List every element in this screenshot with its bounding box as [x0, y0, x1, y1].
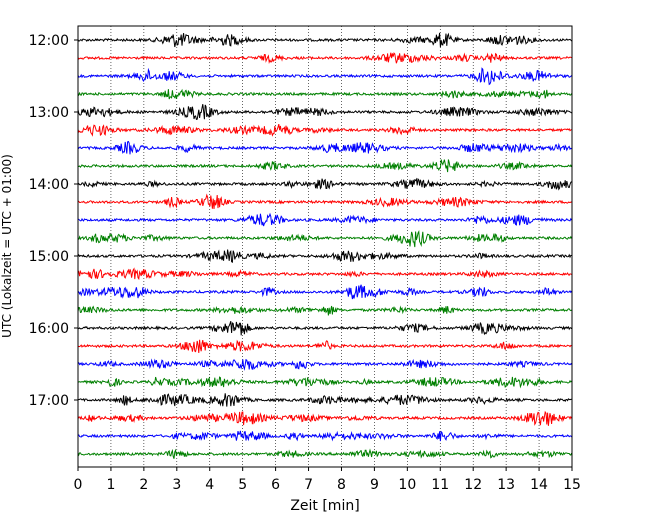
y-tick-label: 17:00	[29, 393, 69, 409]
y-axis-label: UTC (Lokalzeit = UTC + 01:00)	[0, 154, 14, 338]
seismic-trace	[77, 52, 572, 64]
seismic-trace	[77, 177, 572, 191]
seismic-trace	[77, 305, 572, 316]
x-tick-label: 1	[106, 477, 115, 493]
seismic-trace	[77, 159, 573, 173]
x-tick-label: 6	[271, 477, 280, 493]
seismic-trace	[77, 267, 572, 281]
x-tick-label: 9	[370, 477, 379, 493]
x-tick-label: 7	[304, 477, 313, 493]
seismic-traces	[77, 32, 573, 459]
x-tick-label: 15	[563, 477, 581, 493]
x-tick-label: 2	[139, 477, 148, 493]
x-tick-label: 11	[431, 477, 449, 493]
y-tick-label: 15:00	[29, 249, 69, 265]
seismic-trace	[77, 358, 573, 371]
seismic-trace	[77, 339, 572, 354]
y-tick-label: 12:00	[29, 33, 69, 49]
y-axis-ticks: 12:00 13:00 14:00 15:00 16:00 17:00	[29, 33, 78, 409]
seismic-trace	[77, 229, 573, 248]
x-tick-label: 8	[337, 477, 346, 493]
seismic-trace	[77, 284, 573, 300]
seismic-trace	[77, 193, 572, 210]
seismic-trace	[77, 430, 573, 442]
x-tick-label: 4	[205, 477, 214, 493]
seismic-trace	[77, 67, 572, 86]
y-tick-label: 13:00	[29, 105, 69, 121]
seismic-trace	[77, 32, 572, 48]
seismic-trace	[77, 376, 572, 389]
x-tick-label: 3	[172, 477, 181, 493]
seismic-trace	[77, 140, 572, 155]
seismic-trace	[77, 321, 573, 336]
seismic-trace	[77, 393, 572, 407]
x-tick-label: 13	[497, 477, 515, 493]
y-tick-label: 14:00	[29, 177, 69, 193]
seismic-trace	[77, 249, 572, 264]
seismic-trace	[77, 123, 572, 137]
x-tick-label: 14	[530, 477, 548, 493]
x-axis-ticks: 0 1 2 3 4 5 6 7 8 9 10 11 12 13 14 15	[74, 467, 581, 493]
x-axis-label: Zeit [min]	[290, 498, 359, 514]
plot-frame	[77, 25, 573, 468]
seismic-trace	[77, 410, 573, 426]
x-tick-label: 12	[464, 477, 482, 493]
y-tick-label: 16:00	[29, 321, 69, 337]
seismic-trace	[77, 212, 573, 227]
seismic-trace	[77, 88, 573, 100]
x-tick-label: 5	[238, 477, 247, 493]
seismic-trace	[77, 104, 572, 120]
seismic-trace	[77, 448, 573, 459]
x-tick-label: 10	[398, 477, 416, 493]
x-tick-label: 0	[74, 477, 83, 493]
